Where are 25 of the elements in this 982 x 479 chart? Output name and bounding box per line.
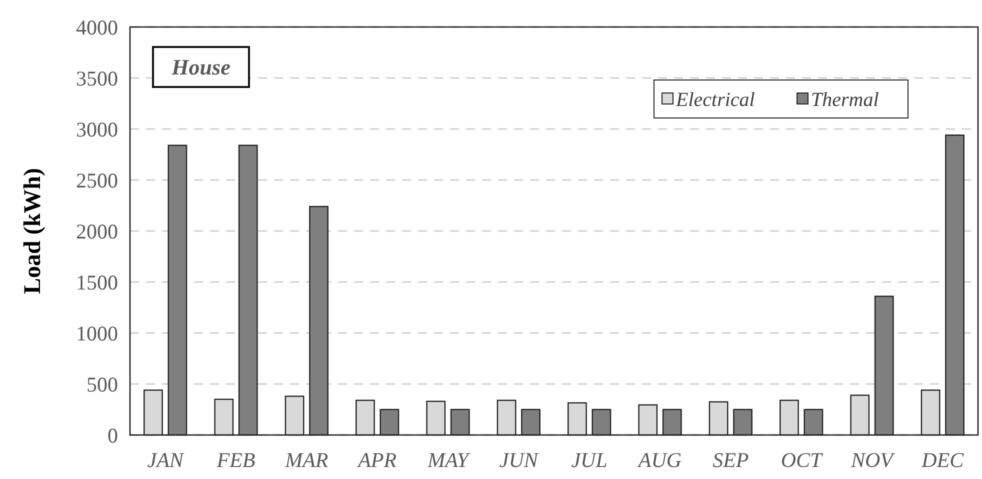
y-axis-title: Load (kWh) [20, 168, 46, 294]
x-tick-label: JUL [571, 448, 608, 472]
y-tick-label: 3000 [76, 117, 118, 142]
x-tick-label: OCT [780, 448, 824, 472]
y-tick-label: 1500 [76, 270, 118, 294]
x-tick-label: MAR [284, 448, 328, 472]
y-tick-label: 2500 [76, 168, 118, 192]
x-tick-label: NOV [850, 448, 896, 472]
x-tick-label: APR [356, 448, 397, 472]
y-tick-label: 500 [86, 372, 118, 396]
y-tick-label: 4000 [76, 15, 118, 40]
x-tick-label: JAN [147, 448, 184, 472]
annotation: House [170, 54, 231, 80]
x-tick-label: JUN [499, 448, 539, 472]
legend-label: Electrical [675, 89, 756, 111]
y-tick-label: 1000 [76, 321, 118, 346]
y-tick-label: 3500 [76, 66, 118, 90]
legend-label: Thermal [811, 89, 880, 111]
x-tick-label: DEC [920, 448, 965, 472]
x-tick-label: SEP [712, 448, 749, 472]
x-tick-label: FEB [216, 448, 256, 472]
x-tick-label: AUG [636, 448, 682, 472]
y-tick-label: 2000 [76, 219, 118, 244]
x-tick-label: MAY [426, 448, 471, 472]
y-tick-label: 0 [108, 423, 118, 448]
